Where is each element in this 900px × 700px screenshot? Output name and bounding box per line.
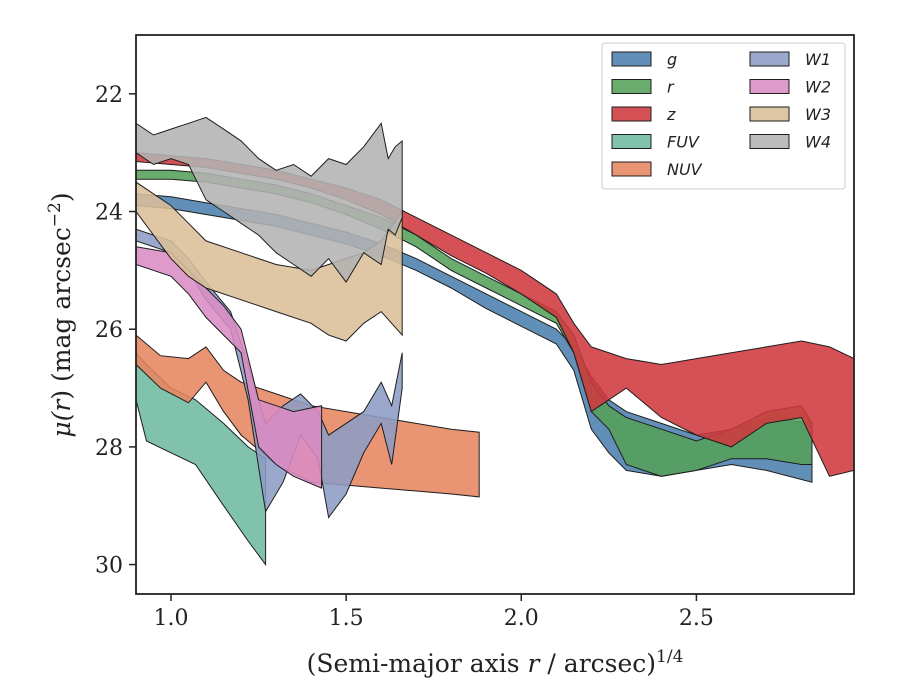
y-axis-label-mu: μ( xyxy=(47,410,76,437)
legend-label-w2: W2 xyxy=(805,78,831,97)
legend-swatch-w4 xyxy=(749,134,790,149)
legend-label-z: z xyxy=(666,105,676,124)
y-axis-label: μ(r) (mag arcsec−2) xyxy=(45,192,76,437)
y-tick-label: 22 xyxy=(95,83,123,108)
legend-swatch-nuv xyxy=(611,161,652,177)
legend-swatch-z xyxy=(611,106,652,122)
y-tick-label: 28 xyxy=(95,436,123,461)
y-axis-label-rest: ) (mag arcsec xyxy=(47,227,76,400)
legend-swatch-w3 xyxy=(749,106,790,122)
y-tick-label: 26 xyxy=(95,318,123,343)
legend-label-w1: W1 xyxy=(805,50,831,69)
x-tick-label: 1.5 xyxy=(329,606,364,631)
ticks-layer: 1.0 1.5 2.0 2.5 22 24 26 28 30 xyxy=(95,83,714,631)
x-tick-label: 2.5 xyxy=(679,606,714,631)
x-axis-label-main: (Semi-major axis xyxy=(307,649,528,678)
plot-frame xyxy=(135,34,855,595)
y-axis-label-var: r xyxy=(47,398,76,412)
legend-label-g: g xyxy=(667,50,677,69)
legend-swatch-w2 xyxy=(749,79,790,94)
legend-label-r: r xyxy=(667,78,675,97)
series-band-w2 xyxy=(136,246,323,489)
x-axis-label: (Semi-major axis r / arcsec)1/4 xyxy=(307,647,684,678)
legend-label-nuv: NUV xyxy=(667,160,703,179)
y-tick-label: 24 xyxy=(95,201,123,226)
x-axis-label-var: r xyxy=(528,649,542,678)
x-tick-label: 2.0 xyxy=(504,606,539,631)
x-axis-label-rest: / arcsec) xyxy=(539,649,656,678)
legend-swatch-r xyxy=(611,79,652,94)
legend-swatch-w1 xyxy=(749,51,790,67)
legend-label-w4: W4 xyxy=(805,133,831,152)
y-axis-label-exponent: −2 xyxy=(45,202,65,227)
series-layer xyxy=(136,116,854,567)
legend-swatch-fuv xyxy=(611,134,652,149)
y-axis-label-close: ) xyxy=(47,192,76,202)
x-tick-label: 1.0 xyxy=(154,606,189,631)
legend: grz FUV NUV W1 W2 W3 W4 xyxy=(601,42,846,190)
y-tick-label: 30 xyxy=(95,554,123,579)
legend-label-fuv: FUV xyxy=(667,133,700,152)
legend-label-w3: W3 xyxy=(805,105,831,124)
series-band-w4 xyxy=(136,116,403,283)
series-band-w3 xyxy=(136,181,403,342)
x-axis-label-exponent: 1/4 xyxy=(656,647,683,667)
legend-swatch-g xyxy=(611,51,652,67)
